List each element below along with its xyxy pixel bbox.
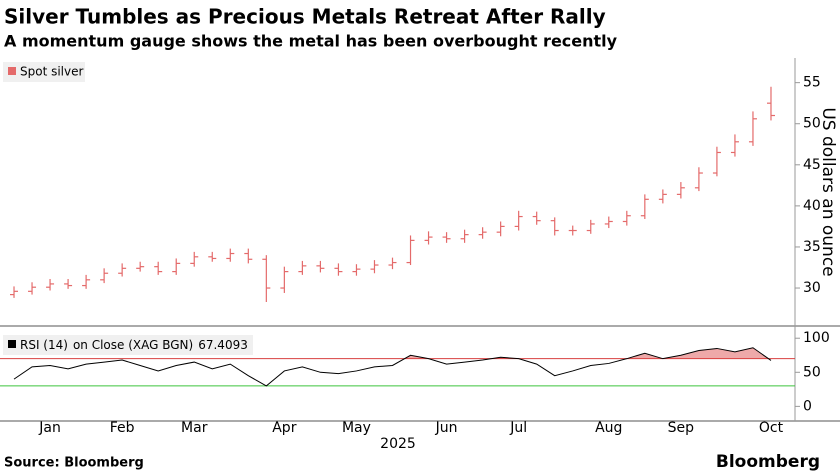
x-tick-label: Sep (668, 420, 695, 436)
legend-label: Spot silver (20, 65, 84, 79)
legend-box (3, 335, 253, 355)
rsi-line (13, 347, 772, 387)
legend-part: 67.4093 (198, 338, 248, 352)
x-axis-label: 2025 (380, 436, 416, 452)
legend-swatch (8, 67, 16, 75)
x-tick-label: Jan (38, 420, 61, 436)
legend-box (3, 62, 85, 82)
legend-part: RSI (14) (20, 338, 68, 352)
legend-swatch (8, 340, 16, 348)
y-tick-label: 0 (803, 398, 812, 414)
x-tick-label: Apr (272, 420, 296, 436)
y-tick-label: 50 (803, 364, 821, 380)
logo: Bloomberg (716, 452, 820, 472)
chart-subtitle: A momentum gauge shows the metal has bee… (4, 32, 618, 51)
y-tick-label: 50 (803, 116, 821, 132)
y-tick-label: 35 (803, 239, 821, 255)
x-tick-label: Mar (181, 420, 208, 436)
x-tick-label: May (342, 420, 371, 436)
y-tick-label: 40 (803, 198, 821, 214)
x-tick-label: Feb (110, 420, 135, 436)
x-tick-label: Aug (595, 420, 622, 436)
x-tick-label: Oct (759, 420, 784, 436)
y-tick-label: 45 (803, 157, 821, 173)
x-tick-label: Jun (435, 420, 458, 436)
y-tick-label: 55 (803, 75, 821, 91)
y-tick-label: 30 (803, 280, 821, 296)
y-axis-label: US dollars an ounce (818, 107, 838, 276)
y-tick-label: 100 (803, 330, 830, 346)
source: Source: Bloomberg (4, 456, 144, 471)
legend-part: on Close (XAG BGN) (73, 338, 193, 352)
legend-label: RSI (14) on Close (XAG BGN) 67.4093 (20, 338, 248, 352)
chart-title: Silver Tumbles as Precious Metals Retrea… (4, 5, 606, 29)
x-tick-label: Jul (509, 420, 527, 436)
